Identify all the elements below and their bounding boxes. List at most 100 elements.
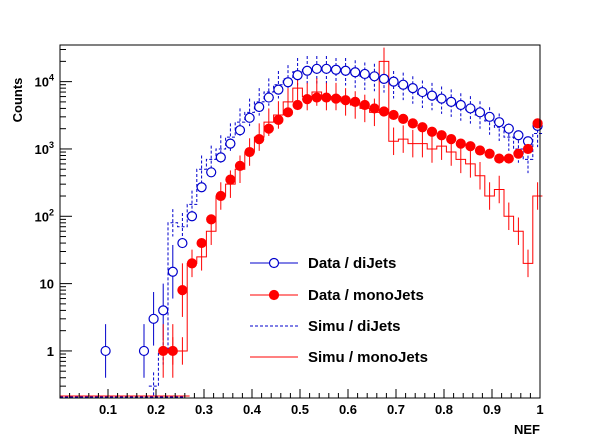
data-point — [100, 345, 111, 357]
data-point — [350, 67, 361, 78]
data-point — [388, 76, 399, 87]
data-point — [378, 106, 390, 117]
data-point — [186, 211, 198, 222]
data-point — [484, 148, 495, 159]
data-point — [465, 103, 476, 114]
data-point — [417, 86, 428, 98]
legend-item: Simu / monoJets — [250, 349, 428, 366]
data-point — [225, 138, 236, 149]
x-tick-label: 0.4 — [243, 402, 262, 417]
legend-swatch-marker — [268, 257, 280, 269]
data-series-layer — [60, 47, 543, 398]
data-point — [330, 93, 342, 104]
data-point — [398, 79, 409, 90]
legend-label: Simu / monoJets — [308, 349, 428, 366]
data-point — [215, 152, 226, 163]
data-point — [263, 92, 274, 103]
x-tick-label: 1 — [536, 402, 543, 417]
legend-item: Simu / diJets — [250, 318, 401, 335]
data-point — [465, 141, 476, 152]
data-point — [177, 285, 188, 296]
data-point — [167, 266, 178, 277]
data-point — [234, 160, 246, 172]
data-point — [503, 153, 514, 164]
x-tick-label: 0.8 — [435, 402, 453, 417]
data-point — [359, 99, 370, 111]
y-tick-label: 103 — [35, 140, 54, 157]
data-point — [494, 117, 505, 128]
legend-label: Data / diJets — [308, 255, 396, 272]
data-point — [455, 99, 466, 111]
data-point — [186, 258, 198, 269]
data-point — [446, 96, 457, 107]
data-point — [513, 148, 524, 159]
data-point — [532, 118, 543, 129]
data-point — [254, 101, 265, 113]
data-point — [244, 146, 255, 158]
data-point — [436, 130, 447, 141]
data-point — [340, 65, 351, 76]
data-point — [206, 214, 217, 225]
histogram-line — [148, 69, 543, 387]
data-point — [474, 107, 486, 118]
data-point — [359, 68, 370, 80]
data-point — [436, 93, 447, 104]
data-point — [321, 63, 332, 74]
x-tick-label: 0.1 — [99, 402, 117, 417]
legend-label: Data / monoJets — [308, 287, 424, 304]
data-point — [311, 92, 322, 103]
x-tick-label: 0.6 — [339, 402, 357, 417]
y-tick-label: 10 — [40, 277, 54, 292]
data-point — [484, 111, 495, 122]
y-tick-label: 1 — [47, 344, 54, 359]
data-point — [494, 153, 505, 164]
data-point — [254, 134, 265, 145]
data-point — [177, 237, 188, 249]
data-point — [503, 123, 514, 134]
data-point — [138, 345, 150, 357]
data-point — [426, 126, 438, 137]
data-point — [398, 113, 409, 124]
data-point — [426, 90, 438, 101]
data-point — [158, 305, 169, 316]
data-point — [369, 103, 380, 114]
series-data-dijets — [100, 63, 543, 378]
chart-legend: Data / diJets Data / monoJets Simu / diJet… — [250, 255, 428, 366]
data-point — [369, 71, 380, 82]
y-axis-title: Counts — [10, 78, 25, 123]
x-tick-label: 0.7 — [387, 402, 405, 417]
data-point — [167, 345, 178, 357]
legend-label: Simu / diJets — [308, 318, 401, 335]
x-tick-label: 0.3 — [195, 402, 213, 417]
data-point — [302, 94, 313, 105]
data-point — [340, 95, 351, 106]
data-point — [455, 138, 466, 149]
data-point — [215, 190, 226, 202]
data-point — [273, 84, 284, 95]
data-point — [407, 83, 418, 94]
data-point — [388, 109, 399, 121]
y-axis-ticks: 1 10 102 103 104 — [35, 49, 72, 399]
x-axis-title: NEF — [514, 422, 540, 437]
data-point — [321, 92, 332, 103]
data-point — [513, 130, 524, 141]
data-point — [263, 123, 274, 134]
data-point — [446, 134, 457, 145]
y-tick-label: 104 — [35, 73, 54, 90]
data-point — [206, 167, 217, 178]
data-point — [282, 107, 294, 118]
data-point — [330, 64, 342, 75]
data-point — [234, 125, 246, 136]
series-data-monojets — [158, 92, 543, 378]
y-tick-label: 102 — [35, 207, 54, 224]
data-point — [196, 182, 207, 193]
data-point — [225, 174, 236, 185]
data-point — [311, 63, 322, 74]
data-point — [417, 122, 428, 133]
data-point — [244, 112, 255, 123]
data-point — [158, 345, 169, 357]
x-tick-label: 0.9 — [483, 402, 501, 417]
x-tick-label: 0.5 — [291, 402, 309, 417]
